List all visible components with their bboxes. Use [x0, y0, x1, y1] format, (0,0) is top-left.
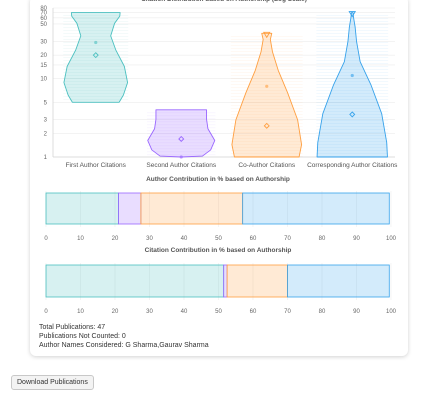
- bar-chart-title: Citation Contribution in % based on Auth…: [145, 247, 292, 254]
- x-tick-label: 80: [319, 236, 326, 241]
- x-tick-label: 10: [77, 309, 84, 315]
- x-tick-label: 60: [250, 309, 257, 315]
- bar-segment: [118, 192, 142, 225]
- y-tick-label: 20: [40, 53, 47, 59]
- x-tick-label: 10: [77, 236, 84, 241]
- violin-mean-point: [178, 135, 185, 142]
- author-names-considered: Author Names Considered: G Sharma,Gaurav…: [39, 342, 209, 349]
- x-tick-label: 90: [353, 236, 360, 241]
- y-tick-label: 15: [40, 63, 47, 69]
- y-tick-label: 60: [40, 16, 47, 22]
- y-tick-label: 5: [44, 100, 48, 106]
- x-category-label: First Author Citations: [66, 162, 127, 169]
- author-contribution-chart: Author Contribution in % based on Author…: [44, 176, 397, 241]
- bar-segment: [242, 192, 390, 225]
- x-tick-label: 70: [284, 309, 291, 315]
- violin-max-marker: [348, 11, 357, 18]
- y-tick-label: 10: [40, 77, 47, 83]
- bar-segment: [287, 264, 390, 298]
- y-tick-label: 70: [40, 11, 47, 17]
- x-tick-label: 60: [250, 236, 257, 241]
- y-tick-label: 1: [44, 155, 48, 161]
- bar-segment: [45, 192, 119, 225]
- violin-chart-title: Citation Distribution based on Authorshi…: [141, 0, 307, 3]
- x-tick-label: 20: [112, 236, 119, 241]
- y-tick-label: 2: [44, 131, 48, 137]
- violin-mean-point: [349, 111, 356, 118]
- x-tick-label: 30: [146, 236, 153, 241]
- bar-segment: [223, 264, 228, 298]
- x-tick-label: 40: [181, 309, 188, 315]
- bar-segment: [140, 192, 244, 225]
- x-tick-label: 0: [44, 309, 48, 315]
- publication-stats: Total Publications: 47 Publications Not …: [39, 323, 209, 350]
- violin-median-point: [94, 40, 98, 45]
- violin-mean-point: [92, 52, 99, 59]
- violin-mean-point: [263, 122, 270, 129]
- x-category-label: Co-Author Citations: [238, 162, 295, 169]
- x-tick-label: 80: [319, 309, 326, 315]
- x-tick-label: 90: [353, 309, 360, 315]
- publications-not-counted: Publications Not Counted: 0: [39, 333, 126, 340]
- bar-segment: [226, 264, 288, 298]
- violin-median-point: [179, 155, 183, 159]
- total-publications: Total Publications: 47: [39, 324, 106, 331]
- x-tick-label: 50: [215, 236, 222, 241]
- violin-median-point: [350, 73, 354, 78]
- y-tick-label: 80: [40, 6, 47, 12]
- x-tick-label: 30: [146, 309, 153, 315]
- violin-shape: [147, 109, 216, 158]
- x-tick-label: 20: [112, 309, 119, 315]
- x-category-label: Second Author Citations: [146, 162, 216, 169]
- x-tick-label: 50: [215, 309, 222, 315]
- y-tick-label: 30: [40, 39, 47, 45]
- bar-chart-title: Author Contribution in % based on Author…: [146, 176, 290, 183]
- bar-segment: [45, 264, 225, 298]
- x-category-label: Corresponding Author Citations: [307, 162, 398, 169]
- citation-contribution-chart: Citation Contribution in % based on Auth…: [44, 247, 397, 315]
- violin-median-point: [265, 84, 269, 88]
- y-tick-label: 3: [44, 118, 48, 124]
- x-tick-label: 100: [386, 309, 397, 315]
- y-tick-label: 50: [40, 22, 47, 28]
- violin-shape: [316, 12, 388, 158]
- violin-chart: Citation Distribution based on Authorshi…: [40, 0, 398, 169]
- x-tick-label: 0: [44, 236, 48, 241]
- x-tick-label: 100: [386, 236, 397, 241]
- violin-max-marker: [262, 31, 271, 39]
- x-tick-label: 40: [181, 236, 188, 241]
- download-publications-button[interactable]: Download Publications: [11, 375, 94, 390]
- x-tick-label: 70: [284, 236, 291, 241]
- violin-shape: [231, 32, 303, 158]
